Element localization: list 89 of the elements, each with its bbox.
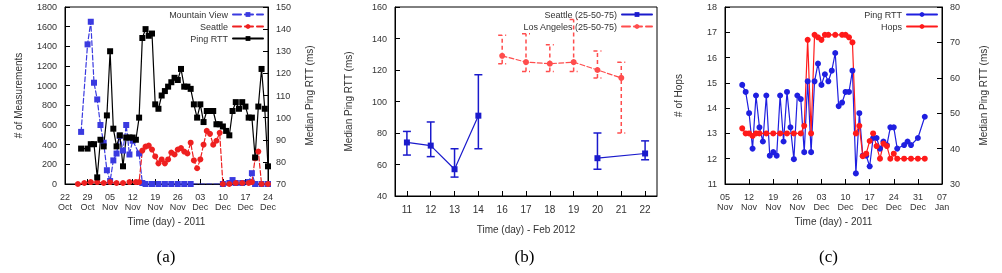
y2-tick-label: 40 — [950, 143, 961, 154]
y2-tick-label: 120 — [276, 68, 292, 79]
y-tick-label: 120 — [371, 65, 387, 75]
x-tick-label: 10 Dec — [214, 192, 232, 212]
y-axis-title: # of Hops — [672, 74, 684, 117]
x-tick-label: 10 Dec — [837, 192, 855, 212]
y-tick-label: 600 — [41, 120, 57, 130]
y-tick-label: 16 — [706, 52, 717, 63]
y2-tick-label: 100 — [276, 112, 292, 123]
x-tick-label: 13 — [448, 203, 461, 215]
legend-label: Ping RTT — [864, 9, 903, 20]
y-tick-label: 14 — [706, 103, 717, 114]
legend-label: Ping RTT — [190, 33, 229, 44]
y2-tick-label: 70 — [276, 179, 287, 189]
y2-tick-label: 60 — [950, 72, 961, 83]
y-tick-label: 60 — [376, 159, 387, 170]
x-tick-label: 31 Dec — [909, 192, 927, 212]
text: (c) — [819, 247, 838, 266]
x-tick-label: 16 — [496, 203, 509, 215]
x-tick-label: 12 Nov — [741, 192, 758, 212]
y-tick-label: 18 — [706, 2, 717, 12]
legend-label: Seattle (25-50-75) — [544, 9, 617, 20]
y-tick-label: 0 — [51, 179, 57, 189]
legend-label: Mountain View — [169, 9, 229, 20]
y-axis-title: # of Measurements — [12, 52, 24, 139]
x-tick-label: 03 Dec — [813, 192, 830, 212]
y-tick-label: 1200 — [36, 61, 57, 71]
x-axis-title: Time (day) - 2011 — [127, 216, 206, 228]
y2-tick-label: 30 — [950, 179, 961, 189]
x-tick-label: 17 — [520, 203, 532, 215]
x-tick-label: 05 Nov — [716, 192, 734, 212]
legend-label: Seattle — [199, 21, 228, 32]
x-axis-title: Time (day) - 2011 — [794, 216, 873, 228]
x-tick-label: 24 Dec — [885, 192, 903, 212]
y-tick-label: 15 — [706, 77, 717, 88]
x-tick-label: 03 Dec — [192, 192, 209, 212]
y-tick-label: 400 — [41, 139, 57, 150]
y2-axis-title: Median Ping RTT (ms) — [977, 45, 989, 146]
y-tick-label: 1000 — [36, 80, 57, 91]
x-tick-label: 11 — [401, 203, 413, 215]
x-tick-label: 17 Dec — [861, 192, 879, 212]
y-tick-label: 140 — [371, 33, 387, 44]
x-tick-label: 26 Nov — [789, 192, 806, 212]
y2-tick-label: 110 — [276, 90, 291, 101]
y-tick-label: 1400 — [36, 41, 57, 52]
y-axis-title: Median Ping RTT (ms) — [342, 51, 354, 152]
x-tick-label: 22 — [639, 203, 652, 215]
x-tick-label: 18 — [544, 203, 556, 215]
x-tick-label: 22 Oct — [57, 192, 73, 212]
y-tick-label: 800 — [41, 100, 57, 111]
y2-tick-label: 80 — [276, 156, 287, 167]
y2-tick-label: 140 — [276, 24, 292, 35]
y-tick-label: 1600 — [36, 21, 57, 32]
x-tick-label: 19 — [568, 203, 580, 215]
legend-label: Hops — [880, 21, 903, 32]
x-tick-label: 05 Nov — [102, 192, 119, 212]
y-tick-label: 11 — [707, 179, 717, 189]
text: (b) — [514, 247, 535, 266]
y2-tick-label: 90 — [276, 134, 287, 145]
x-tick-label: 14 — [472, 203, 485, 215]
y2-tick-label: 50 — [950, 108, 961, 119]
x-tick-label: 19 Nov — [147, 192, 164, 212]
x-axis-title: Time (day) - Feb 2012 — [476, 223, 576, 235]
x-tick-label: 12 Nov — [124, 192, 142, 212]
y-tick-label: 160 — [371, 2, 387, 12]
legend-label: Los Angeles (25-50-75) — [523, 21, 617, 32]
y-tick-label: 13 — [706, 128, 717, 139]
y-tick-label: 17 — [706, 27, 717, 38]
y-tick-label: 100 — [371, 96, 387, 107]
x-tick-label: 07 Jan — [934, 192, 950, 212]
y-tick-label: 1800 — [36, 2, 57, 12]
y-tick-label: 80 — [376, 128, 387, 138]
x-tick-label: 12 — [425, 203, 437, 215]
x-tick-label: 20 — [591, 203, 604, 215]
y2-axis-title: Median Ping RTT (ms) — [303, 45, 315, 146]
y-tick-label: 40 — [376, 191, 387, 201]
y2-tick-label: 80 — [950, 2, 961, 12]
x-tick-label: 19 Nov — [765, 192, 782, 212]
y-tick-label: 12 — [706, 153, 717, 164]
y-tick-label: 200 — [41, 159, 57, 170]
x-tick-label: 24 Dec — [259, 192, 277, 212]
x-tick-label: 26 Nov — [169, 192, 187, 212]
x-tick-label: 29 Oct — [80, 192, 96, 212]
x-tick-label: 17 Dec — [237, 192, 254, 212]
y2-tick-label: 150 — [276, 2, 292, 12]
y2-tick-label: 130 — [276, 46, 292, 57]
text: (a) — [156, 247, 176, 266]
x-tick-label: 21 — [615, 203, 628, 215]
y2-tick-label: 70 — [950, 37, 961, 48]
